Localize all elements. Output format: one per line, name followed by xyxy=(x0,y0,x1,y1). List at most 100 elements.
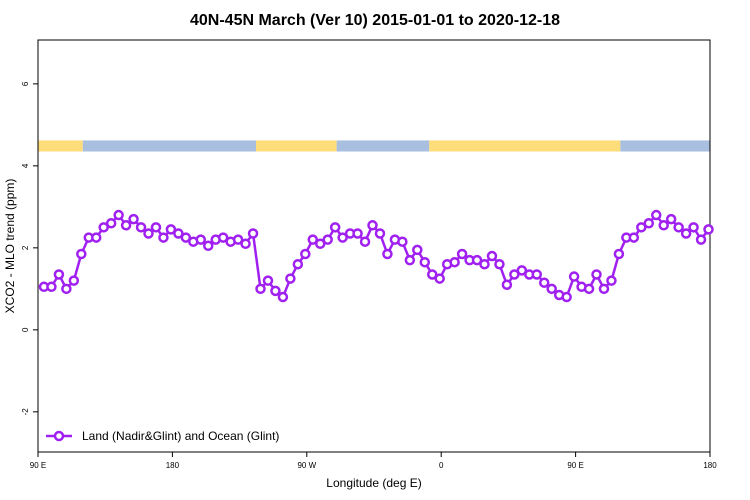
data-point xyxy=(561,291,572,303)
data-point xyxy=(61,283,72,295)
data-point xyxy=(583,283,595,295)
data-point xyxy=(494,258,505,270)
data-point xyxy=(486,250,498,262)
data-point xyxy=(397,236,408,247)
data-point xyxy=(262,275,274,286)
data-point xyxy=(143,228,154,239)
data-point xyxy=(240,238,251,249)
land-ocean-segment xyxy=(336,140,430,152)
data-point xyxy=(509,269,520,280)
data-point xyxy=(367,220,378,231)
data-point xyxy=(202,240,214,252)
data-point xyxy=(337,232,348,243)
x-tick-label: 90 E xyxy=(30,461,46,470)
data-point xyxy=(703,224,714,235)
y-axis-label: XCO2 - MLO trend (ppm) xyxy=(3,179,17,314)
data-point xyxy=(449,256,460,268)
data-point xyxy=(113,209,124,221)
x-tick-label: 0 xyxy=(439,461,444,470)
data-point xyxy=(479,258,490,270)
data-point xyxy=(628,232,640,243)
data-point xyxy=(329,222,341,233)
x-tick-label: 90 E xyxy=(567,461,583,470)
data-point xyxy=(68,275,80,286)
data-point xyxy=(105,217,117,229)
data-point xyxy=(404,254,416,266)
data-point xyxy=(90,232,102,243)
data-point xyxy=(680,228,692,239)
x-tick-label: 90 W xyxy=(297,461,316,470)
data-point xyxy=(673,222,684,233)
data-point xyxy=(292,258,304,270)
data-point xyxy=(665,213,677,225)
data-point xyxy=(173,228,184,239)
data-point xyxy=(546,283,557,295)
y-tick-label: 2 xyxy=(21,245,30,250)
plot-frame xyxy=(37,39,711,453)
data-point xyxy=(352,228,363,239)
data-point xyxy=(606,275,617,286)
data-point xyxy=(412,244,423,256)
land-ocean-segment xyxy=(429,140,621,152)
data-point xyxy=(128,213,139,225)
data-point xyxy=(277,291,289,303)
data-point xyxy=(471,254,483,266)
y-tick-label: -2 xyxy=(21,408,30,416)
land-ocean-segment xyxy=(256,140,337,152)
data-point xyxy=(516,265,528,276)
data-point xyxy=(382,248,393,260)
legend-marker xyxy=(53,430,65,442)
y-tick-label: 4 xyxy=(21,163,30,168)
data-point xyxy=(538,277,550,288)
data-point xyxy=(300,248,311,260)
data-point xyxy=(419,256,431,268)
x-tick-label: 180 xyxy=(166,461,180,470)
data-point xyxy=(434,273,445,284)
data-point xyxy=(158,232,169,243)
data-point xyxy=(359,236,371,247)
data-point xyxy=(76,248,87,260)
data-point xyxy=(426,269,438,280)
data-point xyxy=(695,234,707,245)
data-point xyxy=(135,222,147,233)
data-point xyxy=(591,269,602,280)
data-point xyxy=(636,222,647,233)
land-ocean-segment xyxy=(620,140,710,152)
land-ocean-segment xyxy=(38,140,83,152)
land-ocean-segment xyxy=(82,140,257,152)
data-point xyxy=(150,222,162,233)
data-point xyxy=(568,271,580,282)
data-point xyxy=(314,238,326,249)
data-point xyxy=(456,248,468,260)
data-point xyxy=(165,224,177,235)
data-point xyxy=(374,228,386,239)
data-point xyxy=(658,220,669,231)
data-point xyxy=(46,281,57,293)
data-point xyxy=(98,222,109,233)
data-point xyxy=(501,279,513,290)
x-axis-label: Longitude (deg E) xyxy=(326,476,421,490)
data-point xyxy=(613,248,625,260)
data-point xyxy=(598,283,610,295)
data-point xyxy=(232,234,244,245)
data-point xyxy=(247,228,259,239)
data-point xyxy=(255,283,266,295)
data-point xyxy=(285,273,296,284)
y-tick-label: 0 xyxy=(21,327,30,332)
data-point xyxy=(307,234,319,245)
data-point xyxy=(53,269,65,280)
data-point xyxy=(195,234,207,245)
data-point xyxy=(270,285,281,297)
data-point xyxy=(688,222,699,233)
data-point xyxy=(120,220,132,231)
data-point xyxy=(531,269,543,280)
data-point xyxy=(650,209,662,221)
data-point xyxy=(180,232,192,243)
chart-title: 40N-45N March (Ver 10) 2015-01-01 to 202… xyxy=(190,12,560,29)
data-point xyxy=(643,217,655,229)
x-tick-label: 180 xyxy=(703,461,717,470)
data-point xyxy=(322,234,333,245)
y-tick-label: 6 xyxy=(21,81,30,86)
legend-label: Land (Nadir&Glint) and Ocean (Glint) xyxy=(82,429,279,443)
